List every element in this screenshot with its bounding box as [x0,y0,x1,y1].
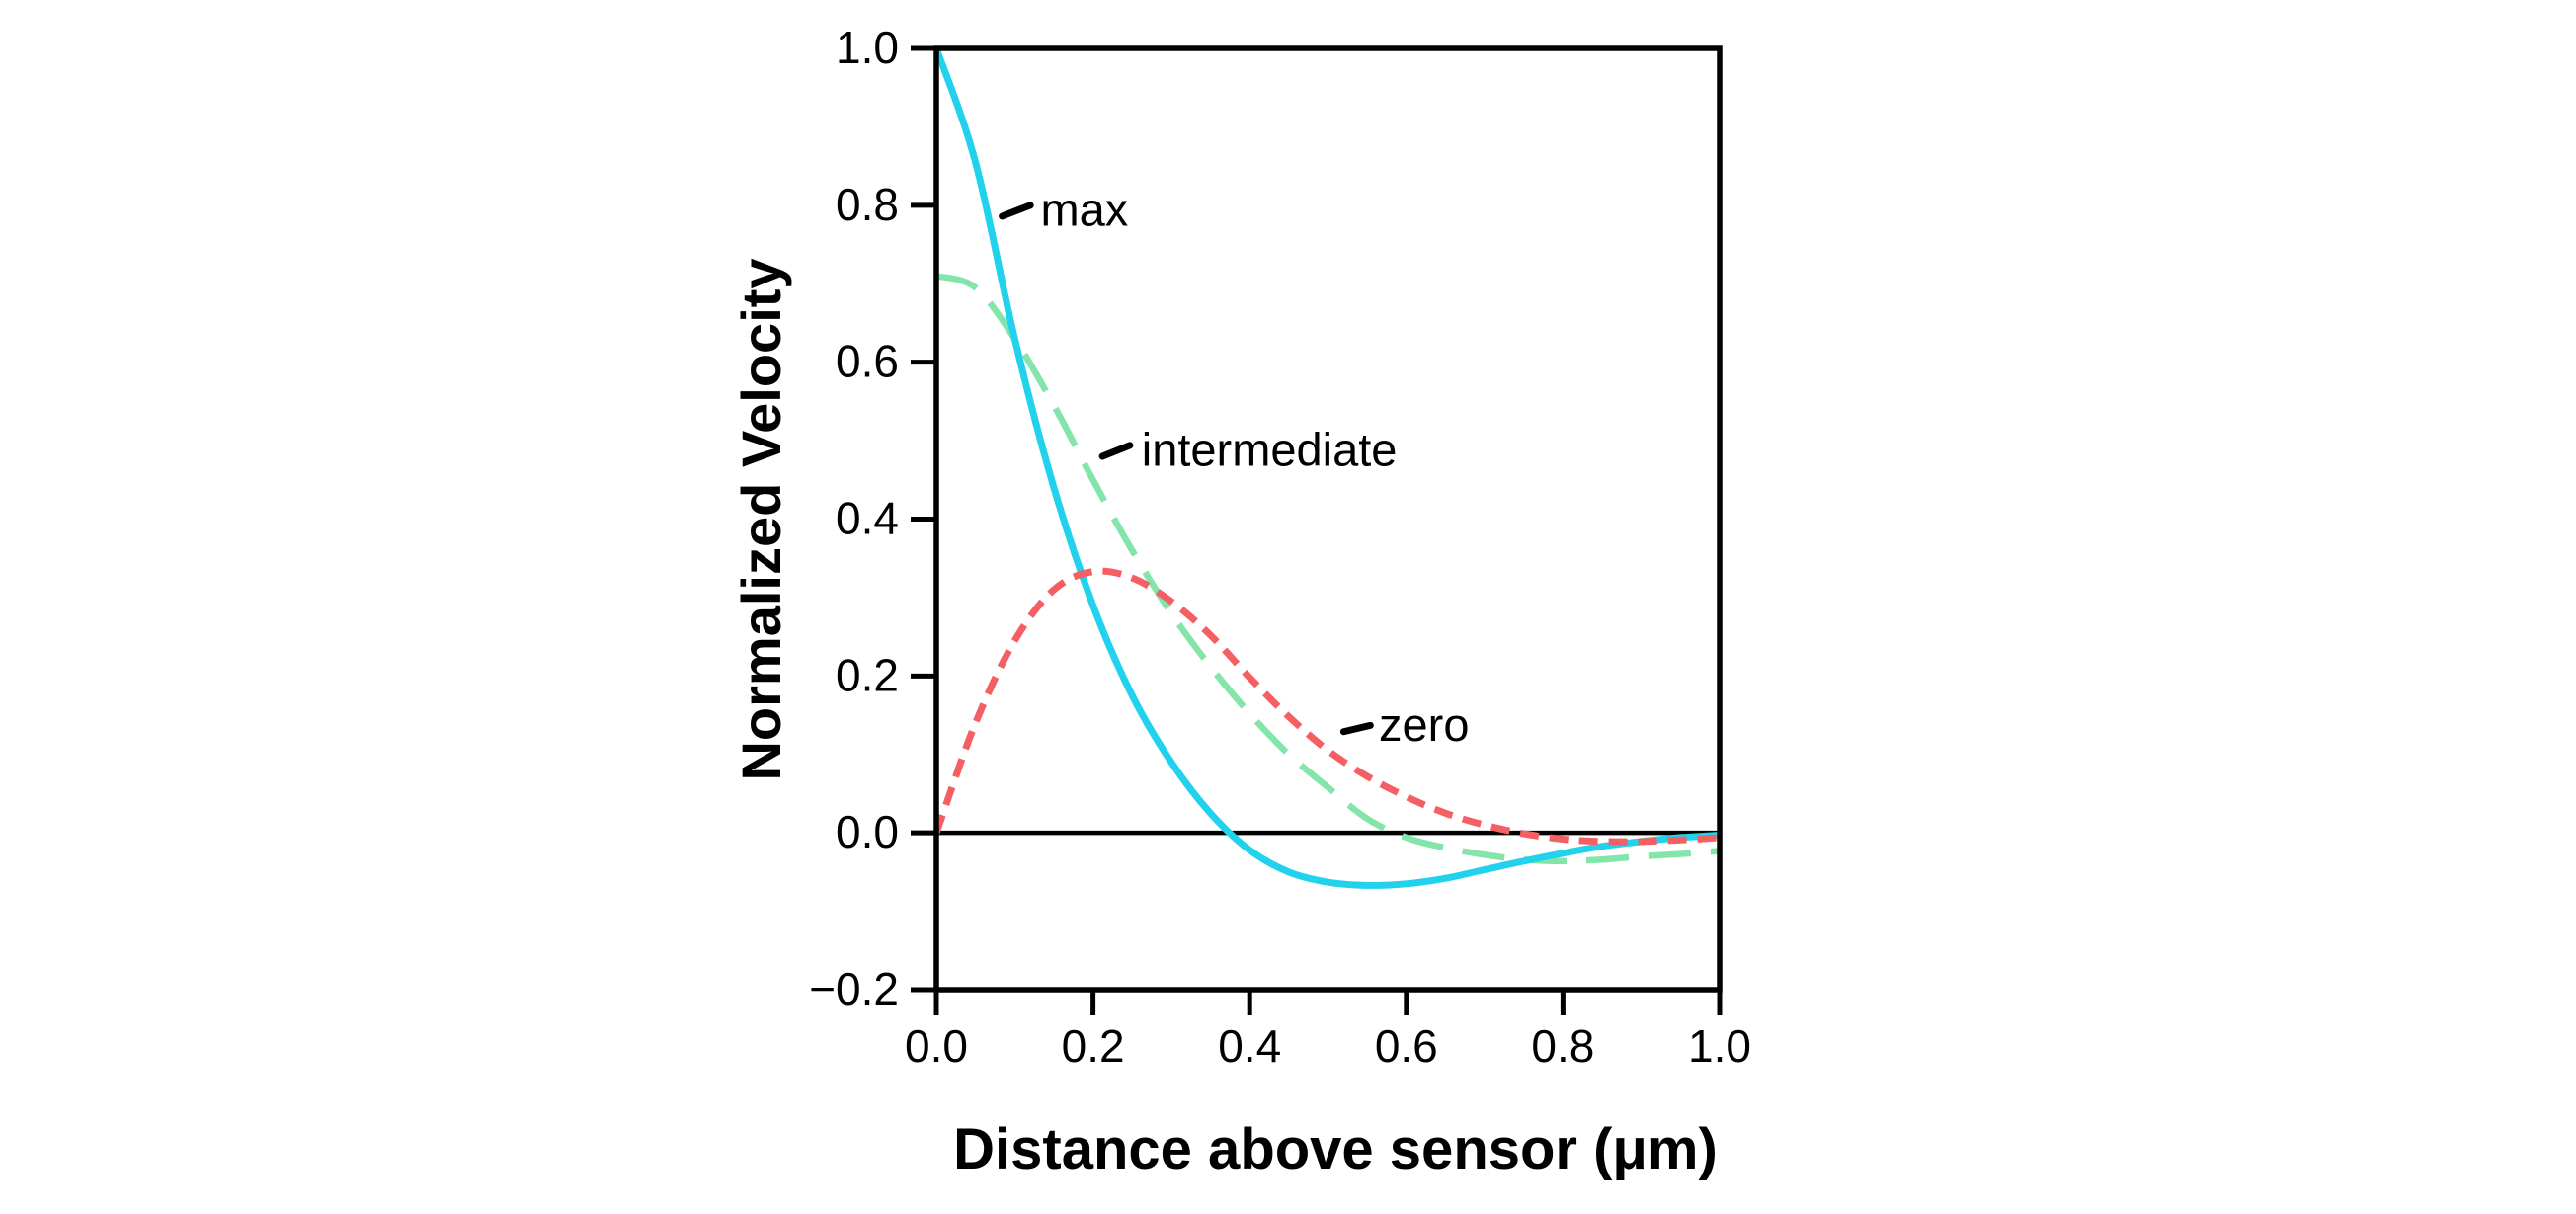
x-tick-label: 0.6 [1375,1020,1438,1072]
x-axis-title: Distance above sensor (μm) [953,1117,1718,1181]
y-tick-label: 0.6 [836,336,899,387]
x-tick-label: 0.8 [1531,1020,1594,1072]
annotation-pointer-max [999,202,1034,220]
axis-ticks [911,45,1723,1015]
x-tick-label: 0.2 [1062,1020,1125,1072]
y-tick-label: −0.2 [809,963,899,1014]
x-tick-label: 0.0 [905,1020,968,1072]
series-max-line [932,46,1721,889]
annotation-label-zero: zero [1379,698,1469,751]
y-axis-title: Normalized Velocity [730,258,792,780]
y-tick-label: 0.8 [836,179,899,230]
series-lines [932,46,1721,889]
y-tick-label: 0.2 [836,649,899,700]
annotation-pointer-intermediate [1098,442,1134,460]
annotation-pointer-zero [1339,721,1374,736]
tick-labels: 0.0 0.2 0.4 0.6 0.8 1.0−0.20.00.20.40.60.81.0 [809,22,1751,1072]
series-annotations: max intermediate zero [999,183,1469,751]
y-tick-label: 0.0 [836,806,899,857]
x-tick-label: 1.0 [1688,1020,1751,1072]
y-tick-label: 0.4 [836,493,899,544]
annotation-label-max: max [1040,183,1128,235]
annotation-label-intermediate: intermediate [1142,423,1398,475]
x-tick-label: 0.4 [1218,1020,1281,1072]
y-tick-label: 1.0 [836,22,899,73]
series-zero-line [932,567,1721,846]
series-intermediate-line [935,273,1721,865]
